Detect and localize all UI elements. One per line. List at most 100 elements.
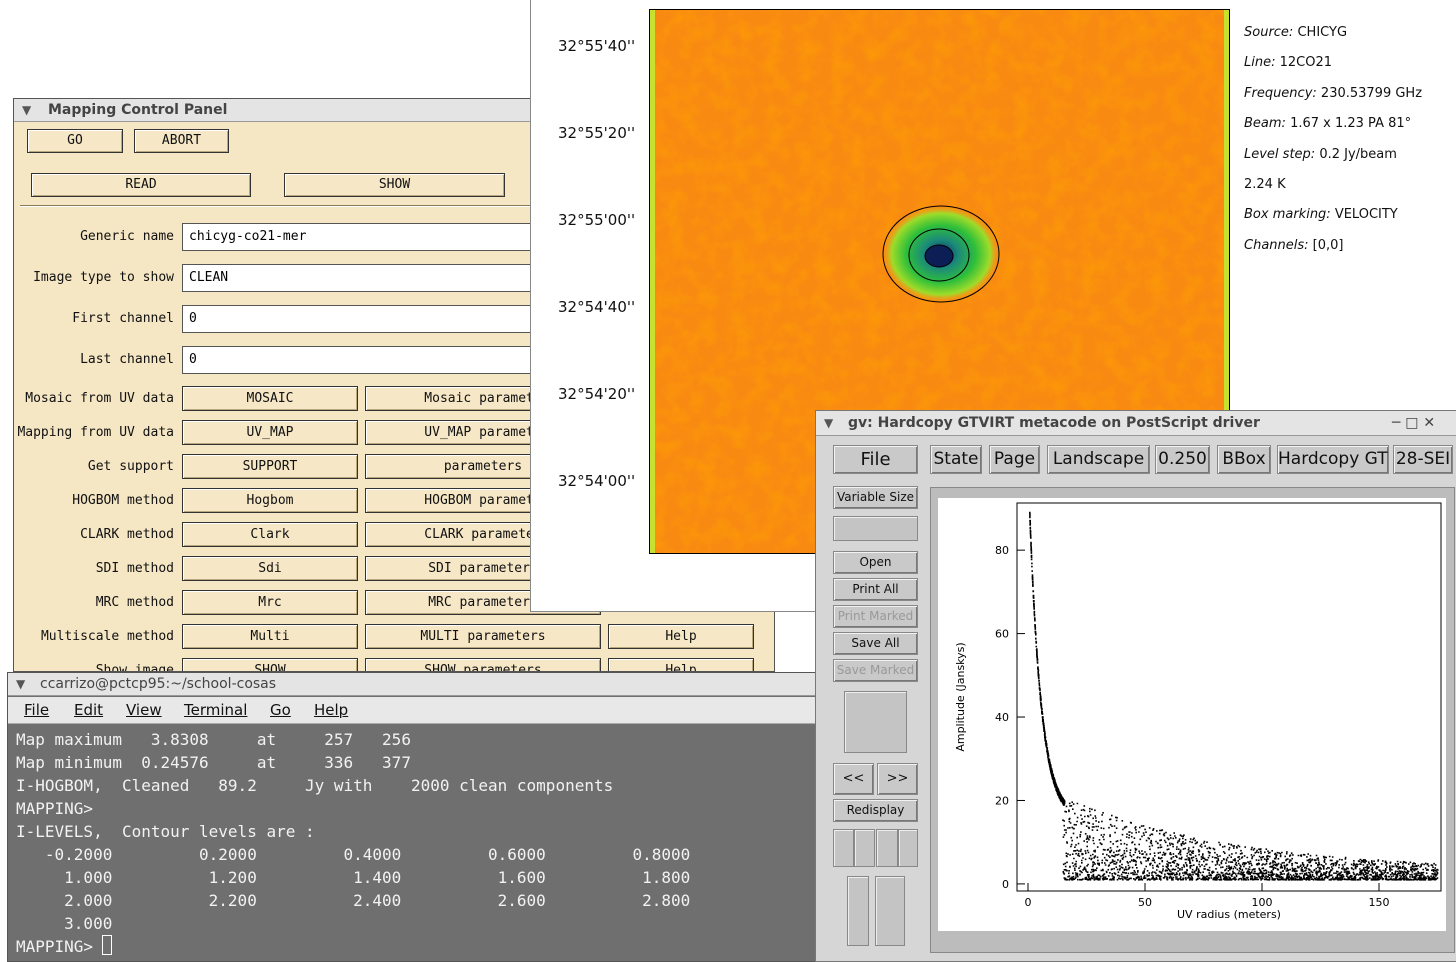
toolbar-button[interactable]: State bbox=[930, 445, 982, 474]
toolbar-button[interactable]: 28-SEI bbox=[1393, 445, 1453, 474]
button[interactable]: Clark bbox=[182, 522, 358, 547]
menu-text: Help bbox=[314, 701, 348, 719]
button[interactable]: Help bbox=[608, 658, 754, 672]
row-label: MRC method bbox=[14, 595, 174, 610]
info-row: Channels: [0,0] bbox=[1244, 238, 1344, 253]
y-tick-label: 80 bbox=[995, 544, 1009, 557]
side-button[interactable]: >> bbox=[877, 763, 918, 795]
info-label: Line: bbox=[1244, 55, 1275, 70]
button[interactable]: Multi bbox=[182, 624, 358, 649]
field-label: Last channel bbox=[14, 352, 174, 367]
side-button[interactable]: Print Marked bbox=[833, 605, 918, 628]
button[interactable]: MOSAIC bbox=[182, 386, 358, 411]
info-label: Source: bbox=[1244, 25, 1293, 40]
toolbar-button[interactable]: Landscape bbox=[1047, 445, 1150, 474]
info-row: Level step: 0.2 Jy/beam bbox=[1244, 147, 1397, 162]
button[interactable]: Sdi bbox=[182, 556, 358, 581]
menu-item[interactable]: Go bbox=[270, 701, 291, 719]
dec-label: 32°54'20'' bbox=[558, 385, 635, 403]
toolbar-button[interactable]: 0.250 bbox=[1155, 445, 1210, 474]
y-tick-label: 0 bbox=[1002, 878, 1009, 891]
row-label: Mapping from UV data bbox=[14, 425, 174, 440]
panel-widget bbox=[847, 876, 869, 946]
button[interactable]: Help bbox=[608, 624, 754, 649]
button[interactable]: SHOW bbox=[284, 173, 505, 197]
menu-item[interactable]: View bbox=[126, 701, 162, 719]
side-button[interactable]: Save All bbox=[833, 632, 918, 655]
info-value: 230.53799 GHz bbox=[1321, 86, 1422, 101]
info-value: 0.2 Jy/beam bbox=[1319, 147, 1397, 162]
x-tick-label: 150 bbox=[1368, 896, 1389, 909]
cursor bbox=[102, 935, 112, 955]
row-label: HOGBOM method bbox=[14, 493, 174, 508]
window-title: Mapping Control Panel bbox=[48, 102, 227, 118]
panel-widget bbox=[833, 829, 854, 867]
menu-bar: File Edit View Terminal Go Help bbox=[8, 697, 817, 724]
info-value: 12CO21 bbox=[1280, 55, 1332, 70]
info-label: Box marking: bbox=[1244, 207, 1331, 222]
side-button[interactable]: Save Marked bbox=[833, 659, 918, 682]
info-row: 2.24 K bbox=[1244, 177, 1286, 192]
panel-widget bbox=[898, 829, 918, 867]
panel-widget bbox=[854, 829, 875, 867]
text-input[interactable]: 0 bbox=[182, 346, 562, 374]
menu-item[interactable]: Edit bbox=[74, 701, 103, 719]
panel-widget bbox=[833, 516, 918, 541]
info-value: VELOCITY bbox=[1335, 207, 1398, 222]
info-row: Source: CHICYG bbox=[1244, 25, 1347, 40]
row-label: Mosaic from UV data bbox=[14, 391, 174, 406]
info-row: Frequency: 230.53799 GHz bbox=[1244, 86, 1422, 101]
terminal-line: -0.2000 0.2000 0.4000 0.6000 0.8000 bbox=[16, 843, 690, 866]
info-value: CHICYG bbox=[1297, 25, 1347, 40]
panel-widget bbox=[876, 829, 898, 867]
terminal-line: I-LEVELS, Contour levels are : bbox=[16, 820, 690, 843]
info-label: Level step: bbox=[1244, 147, 1315, 162]
title-bar: ▼gv: Hardcopy GTVIRT metacode on PostScr… bbox=[816, 411, 1456, 436]
toolbar-button[interactable]: Page bbox=[989, 445, 1040, 474]
row-label: Get support bbox=[14, 459, 174, 474]
info-label: Beam: bbox=[1244, 116, 1286, 131]
menu-item[interactable]: Terminal bbox=[184, 701, 247, 719]
text-input[interactable]: CLEAN bbox=[182, 264, 562, 292]
row-label: Multiscale method bbox=[14, 629, 174, 644]
button[interactable]: READ bbox=[31, 173, 251, 197]
side-button[interactable]: Redisplay bbox=[833, 799, 918, 822]
menu-item[interactable]: Help bbox=[314, 701, 348, 719]
field-label: Image type to show bbox=[14, 270, 174, 285]
dec-label: 32°55'00'' bbox=[558, 211, 635, 229]
side-button[interactable]: << bbox=[833, 763, 874, 795]
field-label: First channel bbox=[14, 311, 174, 326]
y-tick-label: 40 bbox=[995, 711, 1009, 724]
terminal-line: Map maximum 3.8308 at 257 256 bbox=[16, 728, 690, 751]
button[interactable]: GO bbox=[27, 129, 123, 153]
info-value: 2.24 K bbox=[1244, 177, 1286, 192]
plot: 020406080050100150UV radius (meters)Ampl… bbox=[938, 498, 1446, 931]
toolbar-button[interactable]: File bbox=[833, 445, 918, 474]
gv-window: ▼gv: Hardcopy GTVIRT metacode on PostScr… bbox=[815, 410, 1456, 962]
info-row: Line: 12CO21 bbox=[1244, 55, 1332, 70]
x-axis-label: UV radius (meters) bbox=[1177, 908, 1281, 921]
button[interactable]: Mrc bbox=[182, 590, 358, 615]
menu-item[interactable]: File bbox=[24, 701, 49, 719]
button[interactable]: SUPPORT bbox=[182, 454, 358, 479]
info-value: [0,0] bbox=[1313, 238, 1344, 253]
button[interactable]: SHOW parameters bbox=[365, 658, 601, 672]
button[interactable]: SHOW bbox=[182, 658, 358, 672]
toolbar-button[interactable]: Hardcopy GTV bbox=[1277, 445, 1389, 474]
info-row: Box marking: VELOCITY bbox=[1244, 207, 1398, 222]
side-button[interactable]: Print All bbox=[833, 578, 918, 601]
dec-label: 32°55'40'' bbox=[558, 37, 635, 55]
window-title: gv: Hardcopy GTVIRT metacode on PostScri… bbox=[848, 415, 1260, 431]
button[interactable]: ABORT bbox=[134, 129, 229, 153]
info-label: Channels: bbox=[1244, 238, 1309, 253]
toolbar-button[interactable]: BBox bbox=[1217, 445, 1271, 474]
text-input[interactable]: chicyg-co21-mer bbox=[182, 223, 562, 251]
terminal-line: 3.000 bbox=[16, 912, 690, 935]
text-input[interactable]: 0 bbox=[182, 305, 562, 333]
button[interactable]: UV_MAP bbox=[182, 420, 358, 445]
button[interactable]: MULTI parameters bbox=[365, 624, 601, 649]
terminal-line: 2.000 2.200 2.400 2.600 2.800 bbox=[16, 889, 690, 912]
button[interactable]: Hogbom bbox=[182, 488, 358, 513]
side-button[interactable]: Variable Size bbox=[833, 486, 918, 509]
side-button[interactable]: Open bbox=[833, 551, 918, 574]
